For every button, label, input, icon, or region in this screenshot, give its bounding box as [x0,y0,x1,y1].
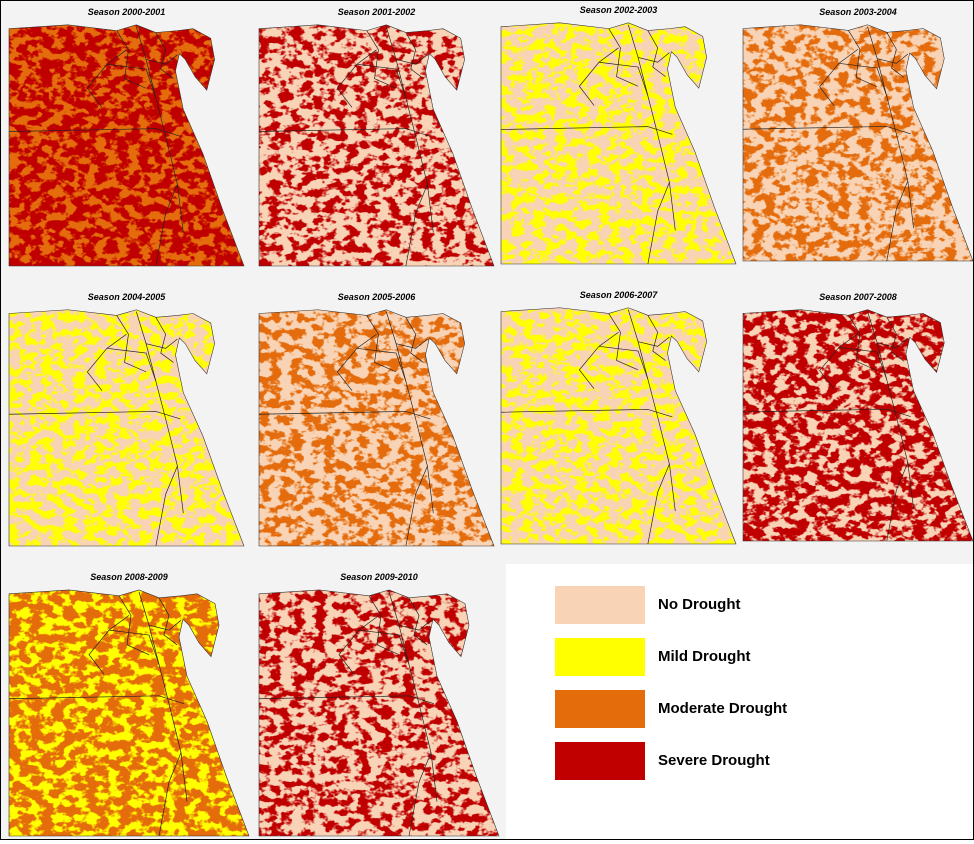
map-title: Season 2003-2004 [819,7,897,17]
map-title: Season 2007-2008 [819,292,897,302]
egypt-map [743,21,973,261]
map-panel: Season 2007-2008 [743,292,973,541]
map-panel: Season 2008-2009 [9,572,249,836]
map-texture [501,19,736,264]
legend-label: No Drought [658,596,740,613]
map-texture [9,21,244,266]
map-texture [9,586,249,836]
figure: Season 2000-2001 Season 2001-2002 Season 2… [1,1,973,839]
egypt-map [743,306,973,541]
figure-frame: Season 2000-2001 Season 2001-2002 Season 2… [0,0,974,840]
legend-label: Severe Drought [658,752,770,769]
map-panel: Season 2001-2002 [259,7,494,266]
legend-swatch [555,690,645,728]
map-texture [743,306,973,541]
map-panel: Season 2006-2007 [501,290,736,544]
map-texture [743,21,973,261]
map-title: Season 2005-2006 [338,292,417,302]
map-title: Season 2009-2010 [340,572,418,582]
map-title: Season 2008-2009 [90,572,168,582]
map-title: Season 2002-2003 [580,5,658,15]
map-panel: Season 2004-2005 [9,292,244,546]
map-texture [259,21,494,266]
map-title: Season 2006-2007 [580,290,659,300]
map-texture [9,306,244,546]
legend-swatch [555,742,645,780]
map-title: Season 2004-2005 [88,292,167,302]
egypt-map [501,304,736,544]
map-title: Season 2000-2001 [88,7,166,17]
map-title: Season 2001-2002 [338,7,416,17]
egypt-map [501,19,736,264]
legend-swatch [555,586,645,624]
egypt-map [9,306,244,546]
map-panel: Season 2000-2001 [9,7,244,266]
map-panel: Season 2009-2010 [259,572,499,836]
map-texture [259,306,494,546]
legend-swatch [555,638,645,676]
egypt-map [9,21,244,266]
egypt-map [9,586,249,836]
legend-label: Mild Drought [658,648,750,665]
map-texture [259,586,499,836]
map-panel: Season 2003-2004 [743,7,973,261]
map-panel: Season 2002-2003 [501,5,736,264]
legend-label: Moderate Drought [658,700,787,717]
egypt-map [259,306,494,546]
map-texture [501,304,736,544]
map-panel: Season 2005-2006 [259,292,494,546]
egypt-map [259,586,499,836]
egypt-map [259,21,494,266]
